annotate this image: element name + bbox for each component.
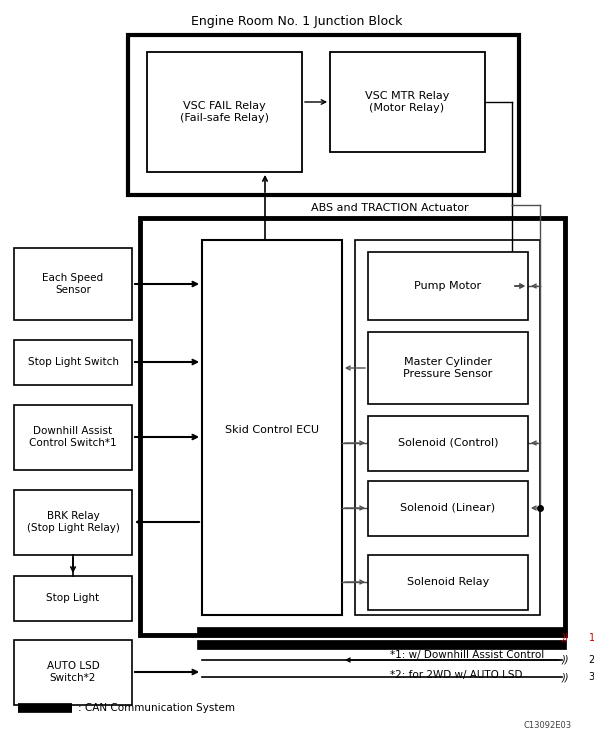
Text: )): )) [562, 633, 570, 643]
Bar [140, 218, 565, 635]
Bar [14, 490, 132, 555]
Text: Solenoid (Linear): Solenoid (Linear) [400, 503, 495, 513]
Text: : CAN Communication System: : CAN Communication System [78, 703, 235, 713]
Bar [330, 52, 485, 152]
Bar [128, 35, 519, 195]
Text: Downhill Assist
Control Switch*1: Downhill Assist Control Switch*1 [29, 426, 117, 448]
Text: ABS and TRACTION Actuator: ABS and TRACTION Actuator [311, 203, 469, 213]
Text: *2: for 2WD w/ AUTO LSD: *2: for 2WD w/ AUTO LSD [390, 670, 523, 680]
Bar [14, 340, 132, 385]
Bar [368, 332, 528, 404]
Text: 3: 3 [589, 672, 594, 682]
Text: Stop Light: Stop Light [46, 593, 100, 603]
Text: 2: 2 [589, 655, 594, 665]
Text: Skid Control ECU: Skid Control ECU [225, 425, 319, 435]
Text: )): )) [562, 672, 570, 682]
Bar [368, 555, 528, 610]
Text: BRK Relay
(Stop Light Relay): BRK Relay (Stop Light Relay) [27, 511, 119, 533]
Bar [202, 240, 342, 615]
Text: Engine Room No. 1 Junction Block: Engine Room No. 1 Junction Block [191, 15, 403, 29]
Text: VSC FAIL Relay
(Fail-safe Relay): VSC FAIL Relay (Fail-safe Relay) [179, 101, 268, 123]
Bar [368, 481, 528, 536]
Bar [147, 52, 302, 172]
Bar [368, 252, 528, 320]
Text: Stop Light Switch: Stop Light Switch [27, 357, 118, 367]
Text: VSC MTR Relay
(Motor Relay): VSC MTR Relay (Motor Relay) [365, 92, 449, 113]
Text: )): )) [562, 655, 570, 665]
Text: *1: w/ Downhill Assist Control: *1: w/ Downhill Assist Control [390, 650, 544, 660]
Text: Pump Motor: Pump Motor [415, 281, 482, 291]
Bar [14, 248, 132, 320]
Text: Solenoid (Control): Solenoid (Control) [398, 438, 498, 448]
Text: Each Speed
Sensor: Each Speed Sensor [42, 273, 103, 295]
Text: Solenoid Relay: Solenoid Relay [407, 577, 489, 587]
Bar [14, 405, 132, 470]
Text: 1: 1 [589, 633, 594, 643]
Text: AUTO LSD
Switch*2: AUTO LSD Switch*2 [46, 661, 99, 683]
Bar [355, 240, 540, 615]
Bar [368, 416, 528, 471]
Text: Master Cylinder
Pressure Sensor: Master Cylinder Pressure Sensor [403, 357, 492, 378]
Bar [14, 640, 132, 705]
Bar [14, 576, 132, 621]
Text: C13092E03: C13092E03 [524, 720, 572, 730]
